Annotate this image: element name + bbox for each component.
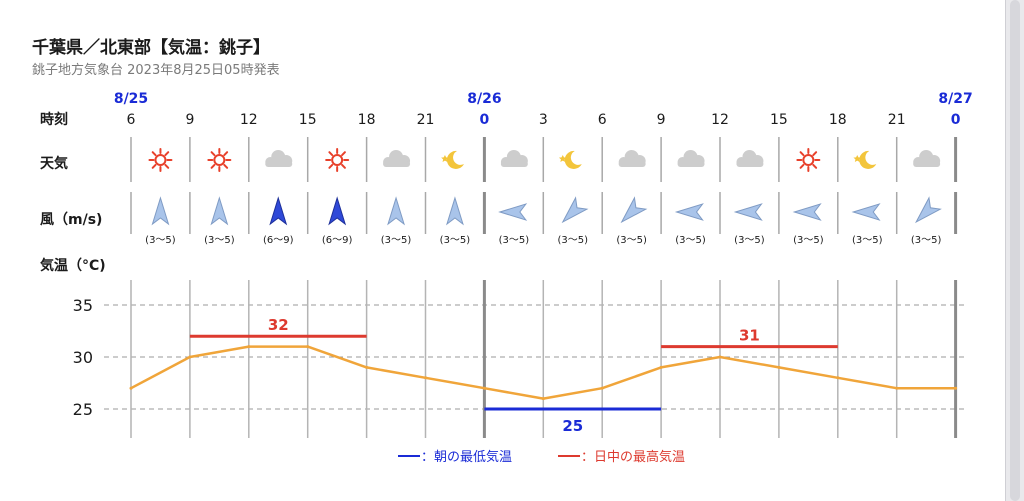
wind-arrow-icon <box>620 196 648 224</box>
hour-label: 15 <box>299 112 317 128</box>
hour-label: 9 <box>657 112 666 128</box>
legend-max-label: ：日中の最高気温 <box>581 449 685 465</box>
hour-label: 3 <box>539 112 548 128</box>
cloud-icon <box>736 150 764 167</box>
wind-arrow-icon <box>851 203 881 221</box>
wind-arrow-icon <box>561 196 589 224</box>
row-label-weather: 天気 <box>40 155 68 172</box>
temperature-point <box>129 386 133 390</box>
temperature-point <box>541 397 545 401</box>
wind-speed-label: (6〜9) <box>263 235 294 246</box>
legend-min-label: ：朝の最低気温 <box>421 449 512 465</box>
wind-arrow-icon <box>387 196 405 226</box>
wind-arrow-icon <box>733 203 763 221</box>
date-label: 8/27 <box>938 91 972 107</box>
temperature-point <box>188 355 192 359</box>
sun-icon <box>148 148 173 172</box>
temperature-point <box>424 376 427 380</box>
y-tick-label: 25 <box>73 400 93 419</box>
max-temp-label: 32 <box>268 316 289 334</box>
hour-label: 18 <box>358 112 376 128</box>
wind-speed-label: (3〜5) <box>440 235 471 246</box>
date-label: 8/25 <box>114 91 148 107</box>
temperature-point <box>895 386 899 390</box>
wind-arrow-icon <box>328 196 347 226</box>
row-label-temp: 気温（°C) <box>40 257 106 274</box>
sun-icon <box>207 148 232 172</box>
hour-label: 6 <box>598 112 607 128</box>
moon-icon <box>441 150 464 169</box>
wind-arrow-icon <box>151 196 170 226</box>
wind-speed-label: (3〜5) <box>145 235 176 246</box>
wind-arrow-icon <box>792 203 822 221</box>
wind-arrow-icon <box>446 196 464 226</box>
wind-speed-label: (3〜5) <box>793 235 824 246</box>
temperature-point <box>247 345 251 349</box>
temperature-point <box>600 386 604 390</box>
wind-arrow-icon <box>674 203 704 221</box>
temperature-point <box>718 355 722 359</box>
y-tick-label: 30 <box>73 348 93 367</box>
wind-arrow-icon <box>498 203 528 221</box>
sun-icon <box>796 148 821 172</box>
max-temp-label: 31 <box>739 327 760 345</box>
row-label-wind: 風（m/s) <box>40 212 102 228</box>
wind-speed-label: (3〜5) <box>675 235 706 246</box>
hour-label: 9 <box>185 112 194 128</box>
hour-label: 18 <box>829 112 847 128</box>
temperature-point <box>836 376 840 380</box>
temperature-point <box>482 386 486 390</box>
wind-speed-label: (3〜5) <box>616 235 647 246</box>
wind-arrow-icon <box>210 196 229 226</box>
hour-label: 6 <box>127 112 136 128</box>
moon-icon <box>853 150 877 169</box>
wind-arrow-icon <box>269 196 288 226</box>
min-temp-label: 25 <box>562 417 583 435</box>
wind-speed-label: (3〜5) <box>499 235 530 246</box>
cloud-icon <box>913 150 941 167</box>
hour-label: 12 <box>240 112 258 128</box>
wind-speed-label: (3〜5) <box>557 235 588 246</box>
cloud-icon <box>500 150 528 167</box>
hour-label: 0 <box>951 112 961 128</box>
moon-icon <box>558 150 582 169</box>
hour-label: 0 <box>480 112 490 128</box>
cloud-icon <box>265 150 293 167</box>
hour-label: 12 <box>711 112 729 128</box>
hour-label: 15 <box>770 112 788 128</box>
wind-speed-label: (3〜5) <box>204 235 235 246</box>
hour-label: 21 <box>417 112 435 128</box>
wind-speed-label: (3〜5) <box>734 235 765 246</box>
cloud-icon <box>618 150 646 167</box>
temperature-point <box>365 365 369 369</box>
wind-speed-label: (3〜5) <box>381 235 412 246</box>
date-label: 8/26 <box>467 91 501 107</box>
row-label-time: 時刻 <box>40 111 68 128</box>
wind-speed-label: (3〜5) <box>852 235 883 246</box>
wind-speed-label: (6〜9) <box>322 235 353 246</box>
temperature-point <box>659 365 663 369</box>
wind-speed-label: (3〜5) <box>911 235 942 246</box>
cloud-icon <box>383 150 411 167</box>
scrollbar[interactable] <box>1005 0 1024 501</box>
y-tick-label: 35 <box>73 296 93 315</box>
sun-icon <box>325 148 350 172</box>
scrollbar-thumb[interactable] <box>1010 0 1020 501</box>
wind-arrow-icon <box>915 196 942 224</box>
temperature-point <box>306 345 310 349</box>
hour-label: 21 <box>888 112 906 128</box>
page-title: 千葉県／北東部【気温：銚子】 <box>32 38 270 58</box>
page-subtitle: 銚子地方気象台 2023年8月25日05時発表 <box>32 63 280 78</box>
temperature-point <box>954 386 958 390</box>
cloud-icon <box>677 150 705 167</box>
temperature-point <box>777 365 781 369</box>
